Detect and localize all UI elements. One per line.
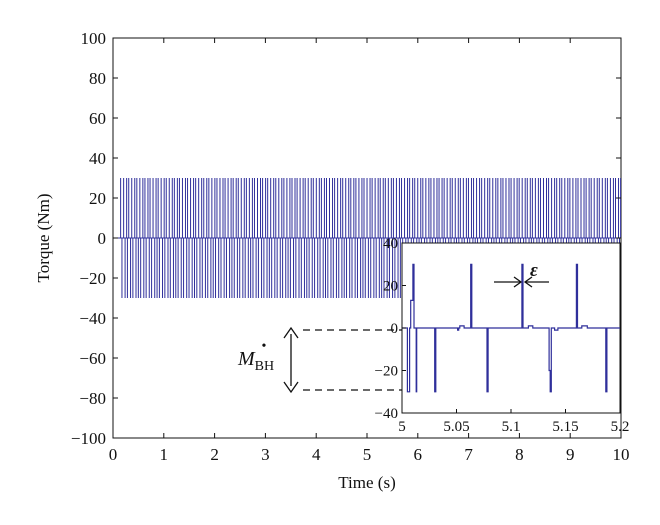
x-tick-label: 0 bbox=[109, 445, 118, 464]
inset-x-tick-label: 5.05 bbox=[443, 419, 469, 435]
inset-x-tick-label: 5.2 bbox=[611, 419, 630, 435]
m-bh-arrowhead-down bbox=[283, 381, 299, 394]
m-bh-annotation: MBH • bbox=[237, 326, 442, 394]
x-tick-label: 1 bbox=[160, 445, 169, 464]
y-tick-label: −100 bbox=[71, 429, 106, 448]
y-tick-label: 20 bbox=[89, 189, 106, 208]
inset-axis-ticks: 5 5.05 5.1 5.15 5.2 40 20 0 −20 −40 bbox=[375, 236, 630, 435]
epsilon-left-arrowhead bbox=[513, 276, 523, 288]
y-tick-label: 60 bbox=[89, 109, 106, 128]
inset-y-tick-label: 20 bbox=[383, 279, 398, 295]
inset-y-tick-label: −20 bbox=[375, 364, 398, 380]
epsilon-label: ε bbox=[530, 260, 538, 281]
main-plot: 0 1 2 3 4 5 6 7 8 9 10100806040200−20−40−60−80−100… bbox=[34, 29, 630, 492]
m-bh-arrowhead-up bbox=[283, 326, 299, 339]
y-tick-label: 40 bbox=[89, 149, 106, 168]
y-tick-label: 0 bbox=[98, 229, 107, 248]
epsilon-right-arrowhead bbox=[523, 276, 533, 288]
inset-y-tick-label: 0 bbox=[391, 321, 399, 337]
inset-x-tick-label: 5.15 bbox=[552, 419, 578, 435]
x-tick-label: 2 bbox=[210, 445, 219, 464]
x-tick-label: 8 bbox=[515, 445, 524, 464]
y-tick-label: 100 bbox=[81, 29, 107, 48]
y-tick-label: 80 bbox=[89, 69, 106, 88]
m-bh-accent: • bbox=[262, 339, 267, 354]
m-bh-label: MBH bbox=[237, 348, 274, 374]
y-tick-label: −20 bbox=[79, 269, 106, 288]
x-axis-title: Time (s) bbox=[338, 473, 395, 492]
inset-torque-series bbox=[402, 263, 620, 393]
inset-torque-line bbox=[402, 263, 620, 393]
inset-x-tick-label: 5.1 bbox=[502, 419, 521, 435]
x-tick-label: 9 bbox=[566, 445, 575, 464]
x-tick-label: 4 bbox=[312, 445, 321, 464]
inset-y-tick-label: 40 bbox=[383, 236, 398, 252]
x-tick-label: 6 bbox=[414, 445, 423, 464]
x-tick-label: 3 bbox=[261, 445, 270, 464]
x-tick-label: 5 bbox=[363, 445, 372, 464]
x-tick-label: 10 bbox=[613, 445, 630, 464]
y-tick-label: −40 bbox=[79, 309, 106, 328]
inset-plot: 5 5.05 5.1 5.15 5.2 40 20 0 −20 −40 ε bbox=[375, 236, 630, 435]
inset-y-tick-label: −40 bbox=[375, 406, 398, 422]
x-tick-label: 7 bbox=[464, 445, 473, 464]
y-tick-label: −80 bbox=[79, 389, 106, 408]
y-tick-label: −60 bbox=[79, 349, 106, 368]
inset-x-tick-label: 5 bbox=[398, 419, 406, 435]
epsilon-annotation: ε bbox=[494, 260, 549, 288]
y-axis-title: Torque (Nm) bbox=[34, 194, 53, 283]
